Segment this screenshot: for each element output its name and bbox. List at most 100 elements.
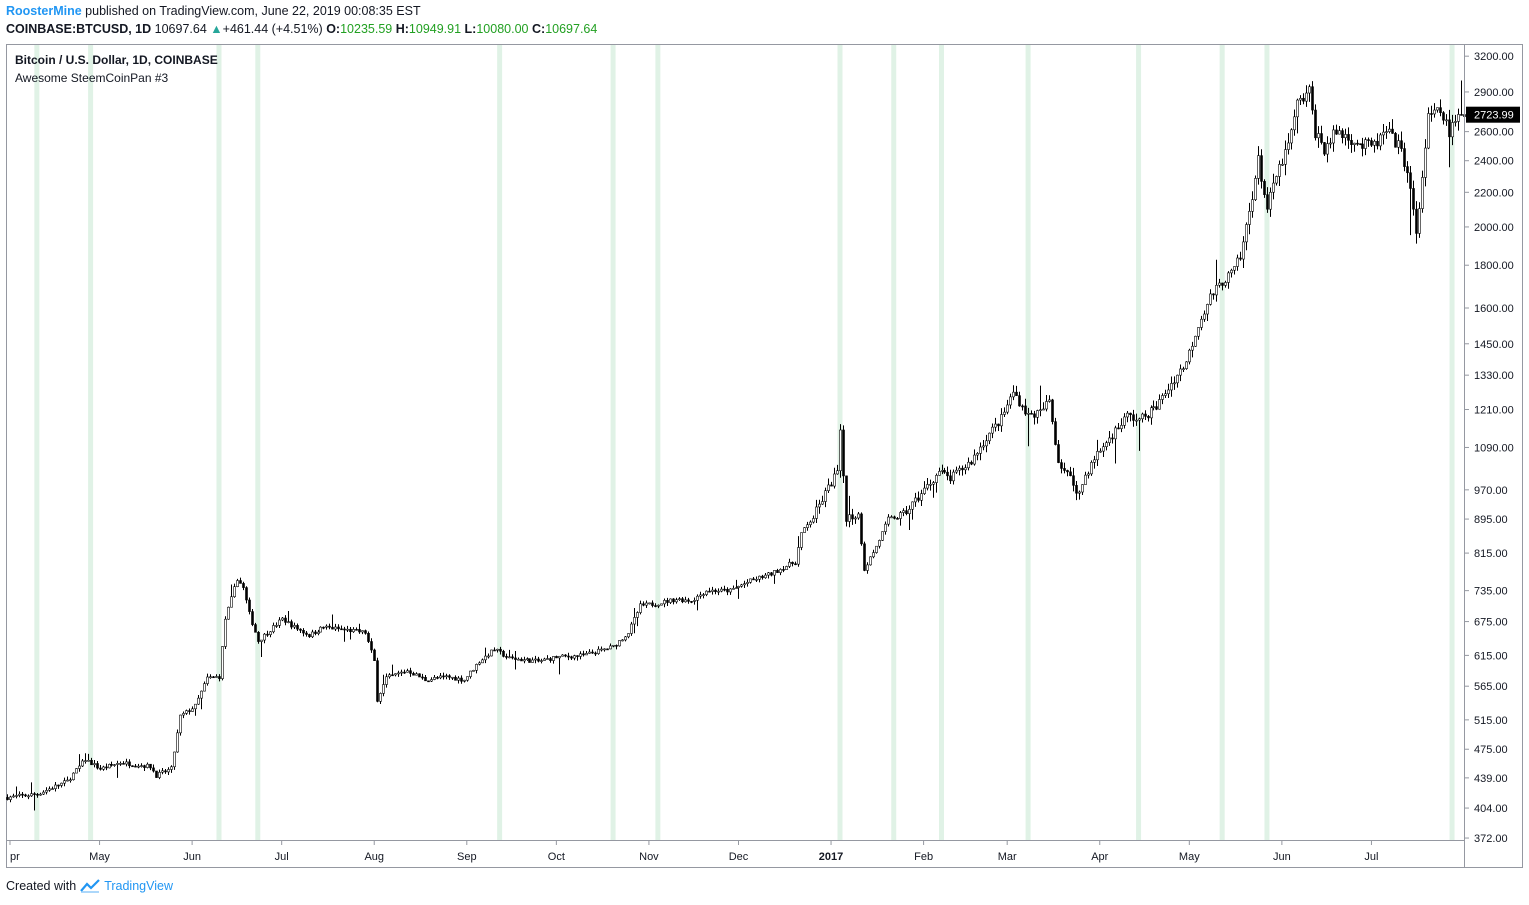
candle-433[interactable]	[1299, 95, 1302, 105]
candle-285[interactable]	[857, 512, 860, 520]
candle-254[interactable]	[764, 572, 767, 579]
candle-341[interactable]	[1024, 398, 1027, 416]
candle-332[interactable]	[997, 423, 1000, 432]
candle-227[interactable]	[684, 596, 687, 603]
candle-385[interactable]	[1155, 401, 1158, 411]
candle-177[interactable]	[534, 655, 537, 664]
candle-301[interactable]	[905, 505, 908, 516]
candle-85[interactable]	[260, 639, 263, 658]
candle-260[interactable]	[782, 566, 785, 573]
candle-382[interactable]	[1147, 415, 1150, 422]
candle-467[interactable]	[1400, 131, 1403, 152]
candle-162[interactable]	[490, 649, 493, 657]
candle-178[interactable]	[537, 656, 540, 663]
candle-393[interactable]	[1179, 364, 1182, 382]
candle-392[interactable]	[1176, 374, 1179, 388]
candle-123[interactable]	[373, 648, 376, 662]
candle-407[interactable]	[1221, 282, 1224, 291]
candle-38[interactable]	[119, 761, 122, 766]
candle-430[interactable]	[1290, 128, 1293, 150]
candle-364[interactable]	[1093, 455, 1096, 469]
candle-27[interactable]	[87, 753, 90, 762]
candle-150[interactable]	[454, 675, 457, 681]
candle-459[interactable]	[1376, 133, 1379, 150]
candle-137[interactable]	[415, 672, 418, 676]
candle-384[interactable]	[1152, 400, 1155, 411]
candle-229[interactable]	[690, 600, 693, 604]
candle-372[interactable]	[1117, 422, 1120, 430]
candle-451[interactable]	[1353, 142, 1356, 152]
candle-5[interactable]	[21, 791, 24, 799]
candle-320[interactable]	[961, 465, 964, 476]
candle-476[interactable]	[1427, 107, 1430, 150]
candle-15[interactable]	[51, 786, 54, 790]
candle-238[interactable]	[717, 588, 720, 596]
candle-223[interactable]	[672, 598, 675, 605]
candle-324[interactable]	[973, 449, 976, 466]
candle-345[interactable]	[1036, 409, 1039, 424]
candle-436[interactable]	[1308, 84, 1311, 102]
candle-252[interactable]	[758, 575, 761, 583]
candle-28[interactable]	[90, 757, 93, 766]
candle-80[interactable]	[245, 586, 248, 604]
candle-294[interactable]	[884, 521, 887, 535]
candle-456[interactable]	[1367, 137, 1370, 147]
candle-280[interactable]	[842, 425, 845, 484]
candle-485[interactable]	[1454, 114, 1457, 127]
candle-357[interactable]	[1072, 467, 1075, 492]
candle-112[interactable]	[340, 625, 343, 631]
candle-340[interactable]	[1021, 404, 1024, 411]
candle-308[interactable]	[926, 478, 929, 491]
candle-447[interactable]	[1341, 128, 1344, 144]
candle-428[interactable]	[1284, 140, 1287, 176]
candle-133[interactable]	[403, 669, 406, 674]
candle-209[interactable]	[630, 621, 633, 636]
candle-235[interactable]	[708, 587, 711, 593]
candle-83[interactable]	[254, 622, 257, 633]
candle-314[interactable]	[943, 467, 946, 474]
candle-41[interactable]	[128, 759, 131, 769]
candle-295[interactable]	[887, 514, 890, 527]
candle-418[interactable]	[1254, 175, 1257, 201]
candle-400[interactable]	[1200, 315, 1203, 331]
candle-289[interactable]	[869, 556, 872, 566]
candle-44[interactable]	[137, 763, 140, 769]
candle-225[interactable]	[678, 597, 681, 601]
candle-362[interactable]	[1087, 471, 1090, 479]
candle-486[interactable]	[1457, 108, 1460, 131]
candle-307[interactable]	[923, 481, 926, 495]
candle-46[interactable]	[143, 764, 146, 772]
candle-205[interactable]	[618, 640, 621, 647]
candle-455[interactable]	[1364, 137, 1367, 156]
candle-286[interactable]	[860, 512, 863, 546]
candle-376[interactable]	[1129, 412, 1132, 422]
candle-477[interactable]	[1430, 105, 1433, 122]
candle-482[interactable]	[1445, 114, 1448, 126]
candle-102[interactable]	[311, 629, 314, 638]
candle-269[interactable]	[809, 520, 812, 528]
candle-206[interactable]	[621, 639, 624, 642]
candle-69[interactable]	[212, 675, 215, 679]
candle-414[interactable]	[1242, 236, 1245, 269]
candle-166[interactable]	[502, 649, 505, 658]
candle-193[interactable]	[582, 650, 585, 657]
candle-302[interactable]	[908, 505, 911, 530]
candle-274[interactable]	[824, 487, 827, 508]
candle-87[interactable]	[266, 630, 269, 637]
candle-366[interactable]	[1099, 448, 1102, 453]
candle-55[interactable]	[170, 765, 173, 773]
candle-71[interactable]	[218, 674, 221, 682]
candle-337[interactable]	[1012, 385, 1015, 401]
candle-214[interactable]	[645, 600, 648, 609]
candle-271[interactable]	[815, 499, 818, 523]
candle-157[interactable]	[475, 663, 478, 674]
candle-424[interactable]	[1272, 173, 1275, 200]
candle-432[interactable]	[1296, 98, 1299, 134]
candle-35[interactable]	[110, 761, 113, 767]
candle-230[interactable]	[693, 597, 696, 605]
candle-26[interactable]	[84, 753, 87, 764]
candle-23[interactable]	[75, 768, 78, 774]
candle-48[interactable]	[149, 763, 152, 771]
candle-413[interactable]	[1239, 251, 1242, 261]
candle-181[interactable]	[546, 655, 549, 660]
